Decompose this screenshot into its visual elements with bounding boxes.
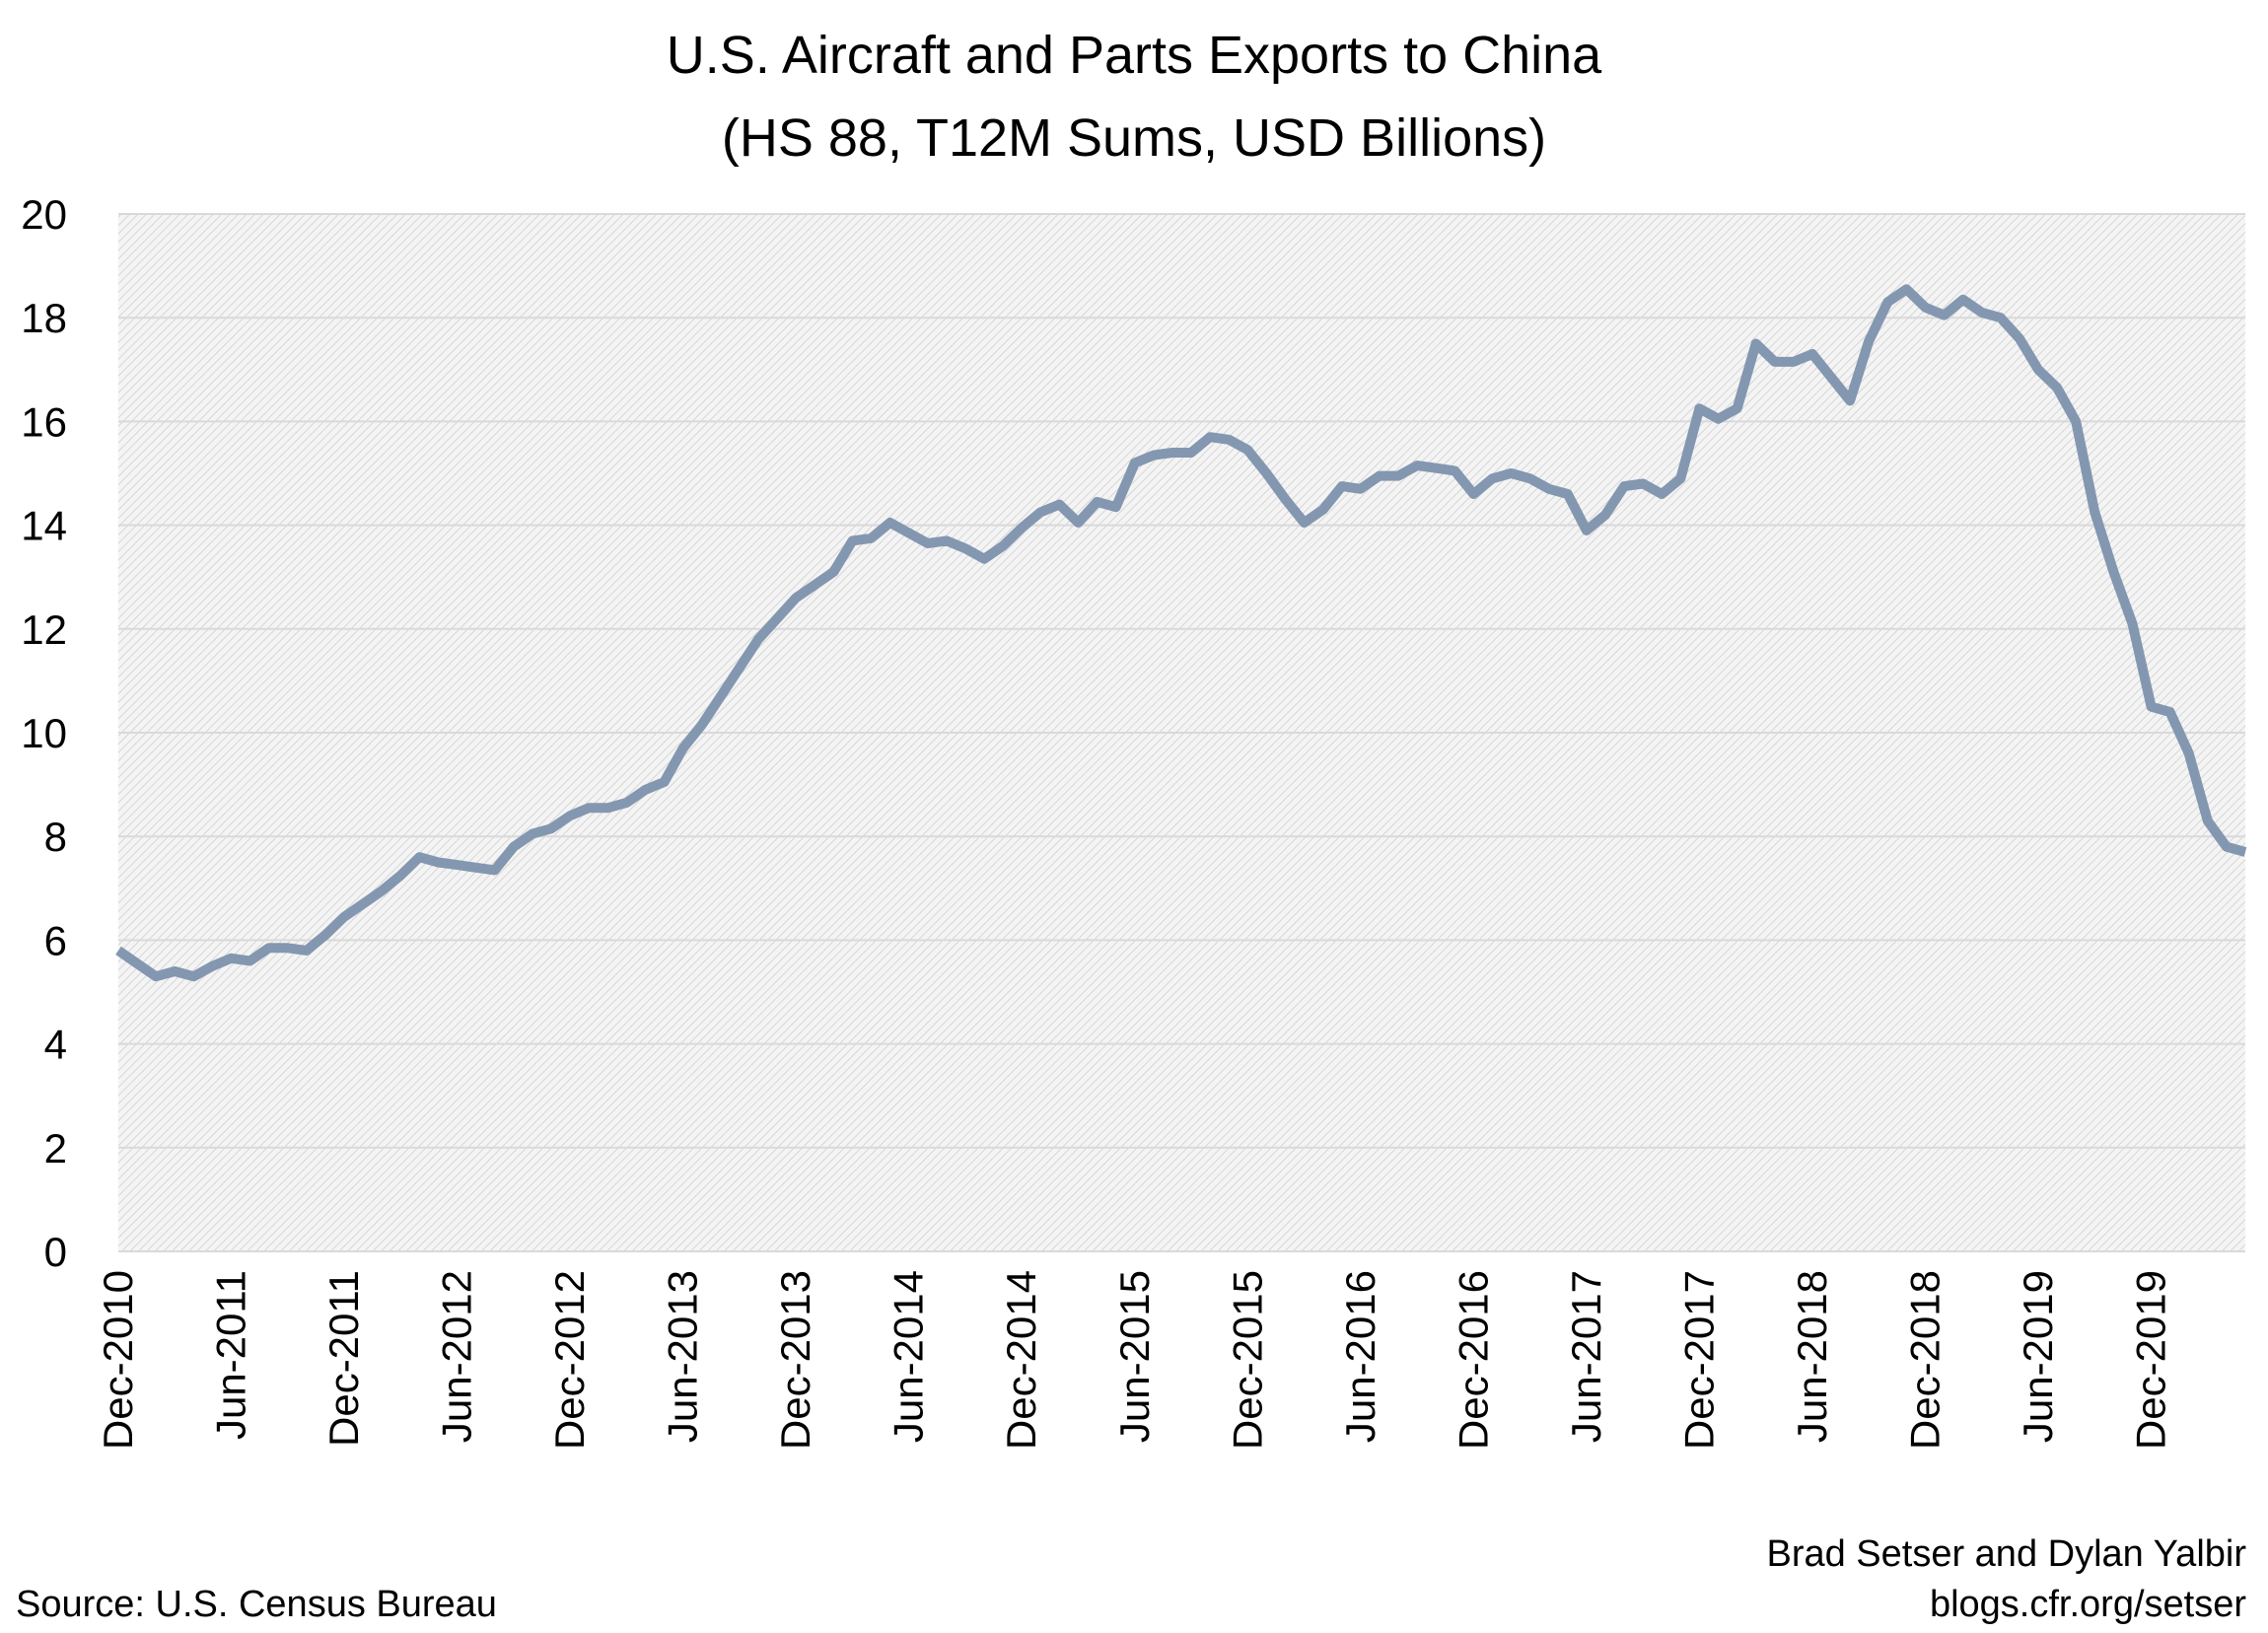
x-tick-label: Dec-2019: [2128, 1270, 2174, 1450]
y-tick-label: 20: [21, 191, 67, 238]
author-credit: Brad Setser and Dylan Yalbir: [1766, 1533, 2246, 1575]
series-line: [115, 284, 2247, 982]
chart-title: U.S. Aircraft and Parts Exports to China: [666, 26, 1602, 85]
y-tick-label: 18: [21, 295, 67, 341]
y-tick-label: 4: [44, 1022, 67, 1068]
y-tick-label: 6: [44, 917, 67, 963]
x-tick-label: Jun-2018: [1789, 1270, 1835, 1443]
y-tick-label: 0: [44, 1229, 67, 1275]
x-tick-label: Dec-2014: [998, 1270, 1044, 1450]
x-tick-label: Jun-2013: [660, 1270, 706, 1443]
y-tick-label: 2: [44, 1125, 67, 1172]
y-tick-label: 14: [21, 503, 67, 549]
x-tick-label: Jun-2012: [434, 1270, 480, 1443]
x-tick-label: Dec-2016: [1450, 1270, 1496, 1450]
x-tick-label: Jun-2015: [1111, 1270, 1158, 1443]
x-tick-label: Jun-2011: [208, 1270, 254, 1440]
website-link[interactable]: blogs.cfr.org/setser: [1929, 1584, 2246, 1625]
x-tick-label: Jun-2019: [2015, 1270, 2061, 1443]
x-tick-label: Dec-2012: [546, 1270, 593, 1450]
y-tick-label: 16: [21, 398, 67, 445]
x-tick-label: Dec-2017: [1675, 1270, 1722, 1450]
x-tick-label: Jun-2014: [886, 1270, 932, 1443]
x-tick-label: Jun-2017: [1563, 1270, 1609, 1443]
y-tick-label: 8: [44, 814, 67, 860]
chart-subtitle: (HS 88, T12M Sums, USD Billions): [721, 108, 1547, 168]
y-tick-label: 12: [21, 606, 67, 653]
y-tick-label: 10: [21, 710, 67, 756]
source-note: Source: U.S. Census Bureau: [16, 1584, 497, 1625]
x-tick-label: Dec-2015: [1224, 1270, 1270, 1450]
x-tick-label: Dec-2010: [95, 1270, 141, 1450]
x-tick-label: Dec-2018: [1901, 1270, 1948, 1450]
x-tick-label: Dec-2013: [772, 1270, 818, 1450]
x-tick-label: Jun-2016: [1337, 1270, 1383, 1443]
x-tick-label: Dec-2011: [320, 1270, 367, 1447]
